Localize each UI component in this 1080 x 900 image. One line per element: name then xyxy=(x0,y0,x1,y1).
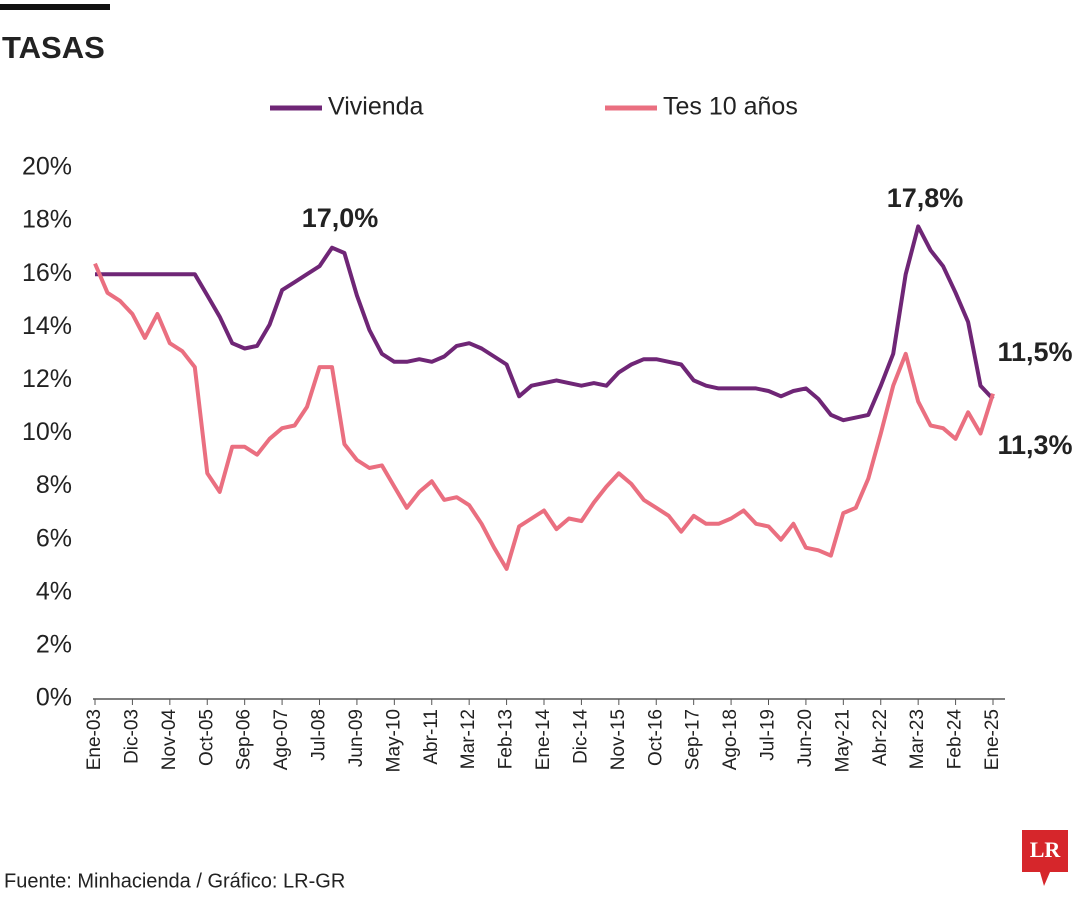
y-tick-label: 8% xyxy=(36,471,72,499)
x-tick-label: May-21 xyxy=(832,709,853,772)
y-tick-label: 16% xyxy=(22,259,72,287)
x-tick-label: Jul-08 xyxy=(309,709,330,761)
y-tick-label: 12% xyxy=(22,365,72,393)
x-tick-label: Ene-03 xyxy=(84,709,105,770)
chart-title: TASAS xyxy=(2,30,105,65)
x-tick-label: Oct-16 xyxy=(645,709,666,766)
x-tick-label: Feb-24 xyxy=(945,709,966,770)
source: Fuente: Minhacienda / Gráfico: LR-GR xyxy=(4,870,345,892)
annotation: 11,5% xyxy=(997,337,1072,367)
x-tick-label: Abr-22 xyxy=(870,709,891,766)
y-tick-label: 18% xyxy=(22,206,72,234)
annotation: 17,0% xyxy=(302,203,379,233)
x-tick-label: Sep-17 xyxy=(683,709,704,770)
x-tick-label: Dic-03 xyxy=(121,709,142,764)
x-tick-label: Feb-13 xyxy=(496,709,517,769)
y-tick-label: 0% xyxy=(36,684,72,712)
x-tick-label: Abr-11 xyxy=(421,709,442,765)
legend-label: Vivienda xyxy=(328,93,424,121)
x-tick-label: Ene-14 xyxy=(533,709,554,771)
x-tick-label: Ago-18 xyxy=(720,709,741,770)
y-tick-label: 14% xyxy=(22,312,72,340)
x-tick-label: Nov-04 xyxy=(159,709,180,771)
annotation: 17,8% xyxy=(887,183,964,213)
series-line xyxy=(93,262,995,571)
series-line xyxy=(95,224,995,423)
x-tick-label: Nov-15 xyxy=(608,709,629,770)
x-tick-label: May-10 xyxy=(383,709,404,772)
x-tick-label: Jul-19 xyxy=(758,709,779,761)
annotation: 11,3% xyxy=(997,430,1072,460)
x-tick-label: Oct-05 xyxy=(196,709,217,766)
y-tick-label: 6% xyxy=(36,524,72,552)
x-tick-label: Sep-06 xyxy=(234,709,255,770)
legend-label: Tes 10 años xyxy=(663,93,798,121)
x-tick-label: Jun-20 xyxy=(795,709,816,767)
x-tick-label: Mar-12 xyxy=(458,709,479,769)
x-tick-label: Mar-23 xyxy=(907,709,928,769)
title-bar xyxy=(0,4,110,10)
x-tick-label: Dic-14 xyxy=(570,709,591,764)
y-tick-label: 2% xyxy=(36,631,72,659)
x-tick-label: Ago-07 xyxy=(271,709,292,770)
logo-text: LR xyxy=(1030,837,1062,862)
logo: LR xyxy=(1022,830,1068,886)
x-tick-label: Ene-25 xyxy=(982,709,1003,770)
x-tick-label: Jun-09 xyxy=(346,709,367,767)
y-tick-label: 4% xyxy=(36,577,72,605)
y-tick-label: 10% xyxy=(22,418,72,446)
y-tick-label: 20% xyxy=(22,153,72,181)
logo-badge xyxy=(1022,830,1068,886)
